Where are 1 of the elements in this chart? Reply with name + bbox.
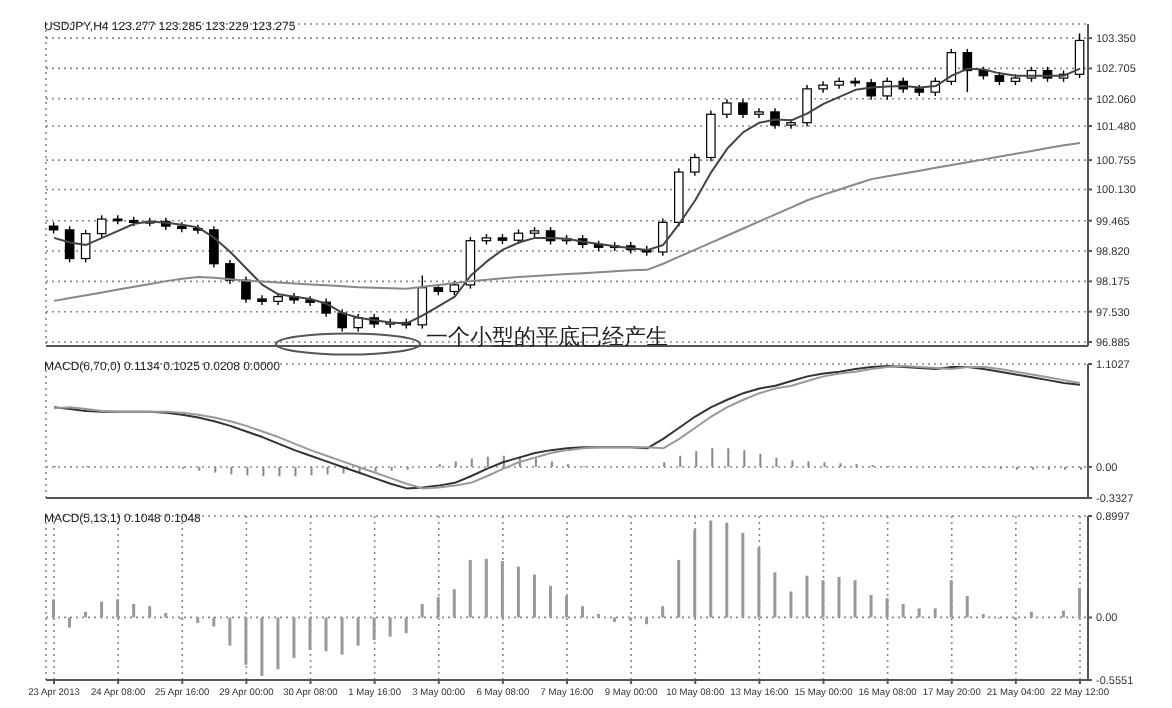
annotation: 一个小型的平底已经产生 <box>426 322 668 352</box>
